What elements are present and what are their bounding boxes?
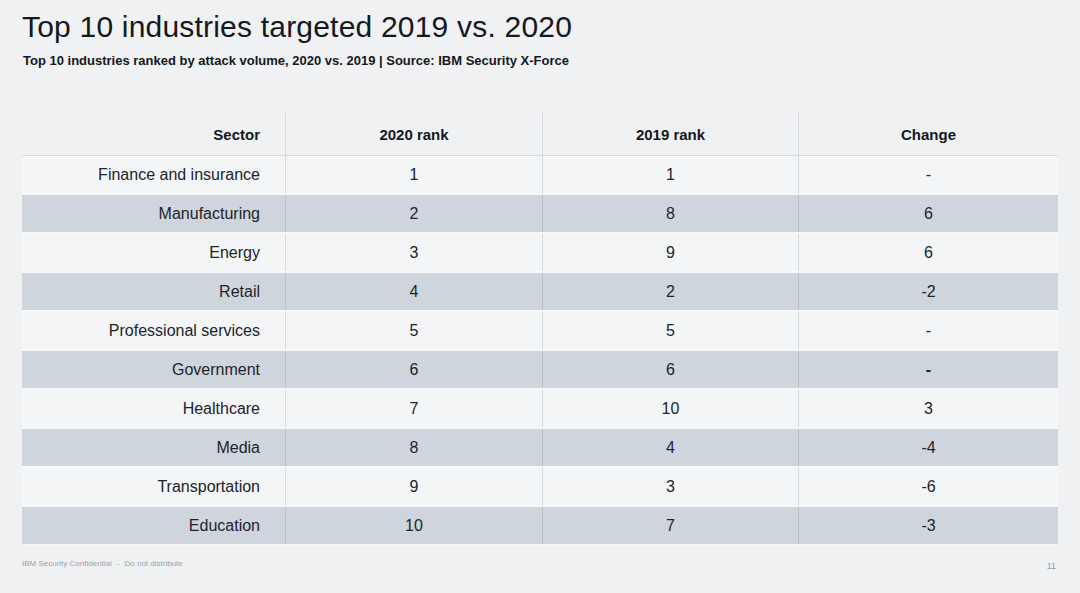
cell-2019-rank: 7 — [542, 507, 798, 544]
cell-sector: Finance and insurance — [22, 156, 285, 193]
cell-sector: Media — [22, 429, 285, 466]
footer: IBM Security Confidential - Do not distr… — [22, 559, 183, 568]
cell-change: 6 — [798, 195, 1058, 232]
slide-title: Top 10 industries targeted 2019 vs. 2020 — [22, 10, 572, 44]
cell-sector: Healthcare — [22, 390, 285, 427]
cell-sector: Professional services — [22, 312, 285, 349]
table-row: Media 8 4 -4 — [22, 429, 1058, 468]
table-row: Education 10 7 -3 — [22, 507, 1058, 546]
cell-change: - — [798, 351, 1058, 388]
table-row: Finance and insurance 1 1 - — [22, 156, 1058, 195]
cell-change: 3 — [798, 390, 1058, 427]
cell-change: -4 — [798, 429, 1058, 466]
cell-2019-rank: 4 — [542, 429, 798, 466]
cell-2020-rank: 3 — [285, 234, 542, 271]
column-header-change: Change — [798, 113, 1058, 155]
table-row: Energy 3 9 6 — [22, 234, 1058, 273]
cell-sector: Transportation — [22, 468, 285, 505]
footer-separator: - — [117, 559, 120, 568]
cell-change: 6 — [798, 234, 1058, 271]
cell-2019-rank: 2 — [542, 273, 798, 310]
column-header-2019-rank: 2019 rank — [542, 113, 798, 155]
slide-subtitle: Top 10 industries ranked by attack volum… — [23, 53, 569, 68]
column-header-sector: Sector — [22, 113, 285, 155]
cell-change: - — [798, 312, 1058, 349]
table-row: Healthcare 7 10 3 — [22, 390, 1058, 429]
cell-change: -6 — [798, 468, 1058, 505]
cell-2020-rank: 6 — [285, 351, 542, 388]
table-row: Transportation 9 3 -6 — [22, 468, 1058, 507]
cell-2020-rank: 1 — [285, 156, 542, 193]
cell-2019-rank: 5 — [542, 312, 798, 349]
presentation-slide: Top 10 industries targeted 2019 vs. 2020… — [0, 0, 1080, 593]
column-header-2020-rank: 2020 rank — [285, 113, 542, 155]
table-row: Professional services 5 5 - — [22, 312, 1058, 351]
cell-change: -2 — [798, 273, 1058, 310]
industries-rank-table: Sector 2020 rank 2019 rank Change Financ… — [22, 113, 1058, 546]
cell-2019-rank: 1 — [542, 156, 798, 193]
cell-2020-rank: 7 — [285, 390, 542, 427]
cell-2020-rank: 4 — [285, 273, 542, 310]
footer-note: Do not distribute — [125, 559, 183, 568]
cell-2020-rank: 10 — [285, 507, 542, 544]
cell-sector: Energy — [22, 234, 285, 271]
cell-2019-rank: 10 — [542, 390, 798, 427]
cell-2019-rank: 6 — [542, 351, 798, 388]
cell-sector: Retail — [22, 273, 285, 310]
table-row: Retail 4 2 -2 — [22, 273, 1058, 312]
cell-2020-rank: 9 — [285, 468, 542, 505]
footer-classification: IBM Security Confidential — [22, 559, 112, 568]
page-number: 11 — [1047, 561, 1056, 571]
table-row: Government 6 6 - — [22, 351, 1058, 390]
table-header-row: Sector 2020 rank 2019 rank Change — [22, 113, 1058, 156]
cell-2020-rank: 8 — [285, 429, 542, 466]
cell-2020-rank: 5 — [285, 312, 542, 349]
cell-2020-rank: 2 — [285, 195, 542, 232]
cell-change: - — [798, 156, 1058, 193]
cell-sector: Government — [22, 351, 285, 388]
cell-2019-rank: 8 — [542, 195, 798, 232]
table-body: Finance and insurance 1 1 - Manufacturin… — [22, 156, 1058, 546]
cell-2019-rank: 9 — [542, 234, 798, 271]
cell-sector: Education — [22, 507, 285, 544]
cell-change: -3 — [798, 507, 1058, 544]
cell-2019-rank: 3 — [542, 468, 798, 505]
table-row: Manufacturing 2 8 6 — [22, 195, 1058, 234]
cell-sector: Manufacturing — [22, 195, 285, 232]
